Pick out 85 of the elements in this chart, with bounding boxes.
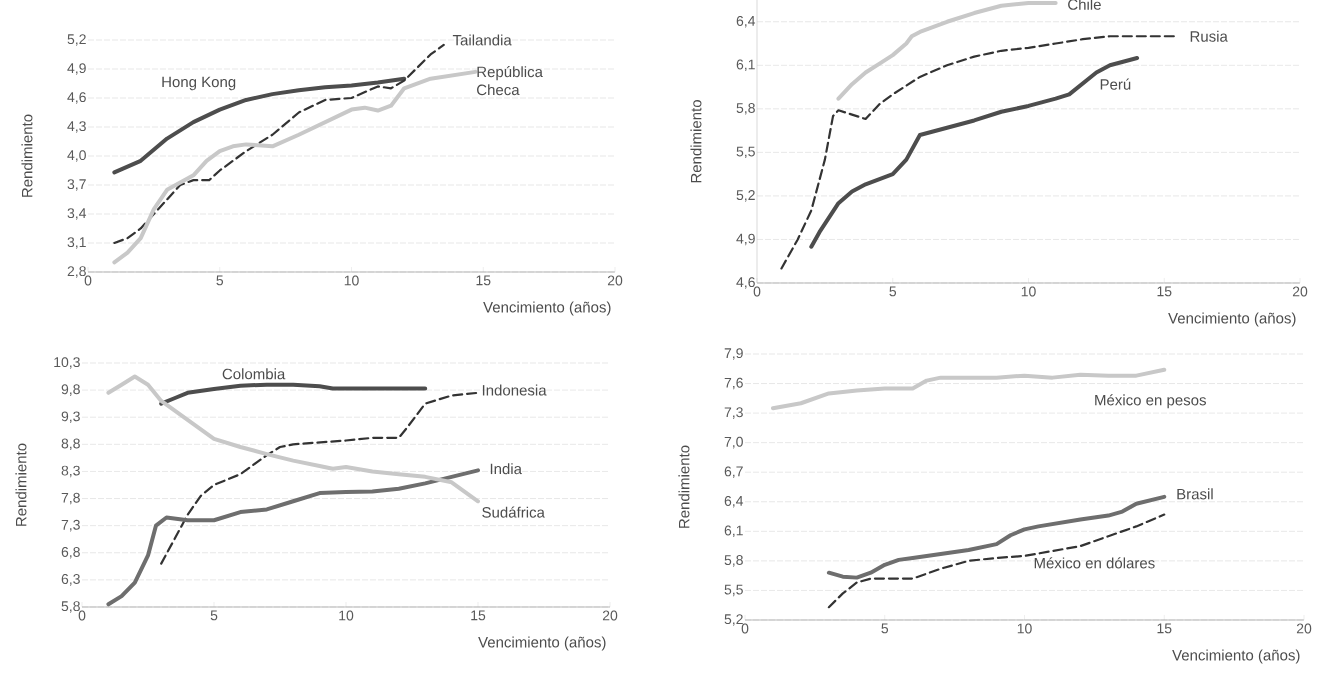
x-axis-title: Vencimiento (años) [478, 636, 606, 651]
series-label: Perú [1100, 78, 1131, 90]
y-tick-label: 7,3 [61, 519, 80, 532]
y-axis-title: Rendimiento [678, 445, 690, 528]
y-tick-label: 6,1 [724, 525, 743, 538]
x-axis-title: Vencimiento (años) [1172, 649, 1300, 664]
y-tick-label: 5,2 [67, 34, 86, 46]
x-tick-label: 0 [741, 623, 749, 634]
line-series [106, 468, 481, 607]
series-label: India [490, 463, 522, 475]
x-tick-label: 10 [344, 275, 359, 286]
y-tick-label: 8,3 [61, 465, 80, 478]
y-tick-label: 7,3 [724, 407, 743, 419]
y-tick-label: 7,9 [724, 348, 743, 360]
y-tick-label: 5,5 [724, 584, 743, 597]
line-series [770, 367, 1167, 411]
y-tick-label: 4,9 [67, 63, 86, 75]
series-label: México en dólares [1034, 557, 1155, 569]
x-tick-label: 5 [889, 286, 897, 297]
y-axis-title: Rendimiento [15, 443, 27, 526]
line-series [826, 494, 1167, 580]
line-series [160, 391, 480, 565]
x-tick-label: 15 [1157, 286, 1172, 297]
y-tick-label: 9,3 [61, 411, 80, 423]
series-label: Sudáfrica [482, 506, 545, 518]
y-tick-label: 9,8 [61, 384, 80, 396]
y-tick-label: 4,3 [67, 121, 86, 133]
line-series [836, 0, 1058, 101]
series-label: Tailandia [452, 34, 512, 46]
y-tick-label: 8,8 [61, 438, 80, 451]
y-tick-label: 6,8 [61, 546, 80, 559]
x-axis-title: Vencimiento (años) [1168, 312, 1296, 327]
x-tick-label: 0 [84, 275, 92, 286]
y-tick-label: 4,6 [67, 92, 86, 104]
x-tick-label: 20 [602, 610, 618, 621]
y-tick-label: 5,8 [724, 555, 743, 567]
y-tick-label: 6,1 [736, 59, 755, 72]
y-tick-label: 4,9 [736, 233, 755, 246]
x-tick-label: 0 [753, 286, 761, 297]
series-label: República Checa [477, 66, 543, 96]
y-tick-label: 5,8 [736, 103, 755, 115]
y-tick-label: 5,5 [736, 146, 755, 159]
x-tick-label: 15 [471, 610, 486, 621]
y-tick-label: 7,8 [61, 492, 80, 505]
y-tick-label: 10,3 [54, 357, 80, 369]
line-series [113, 43, 445, 245]
series-label: Colombia [222, 368, 286, 380]
y-tick-label: 6,4 [736, 15, 756, 28]
x-tick-label: 10 [339, 610, 354, 621]
y-tick-label: 6,3 [61, 574, 80, 586]
x-tick-label: 15 [1157, 623, 1172, 634]
y-tick-label: 4,6 [736, 277, 755, 289]
y-tick-label: 5,8 [61, 601, 80, 613]
y-tick-label: 3,4 [67, 208, 87, 220]
y-tick-label: 4,0 [67, 150, 86, 162]
x-tick-label: 0 [78, 610, 86, 621]
line-series [112, 76, 407, 175]
y-tick-label: 7,0 [724, 436, 743, 449]
x-tick-label: 5 [216, 275, 224, 286]
series-label: Rusia [1190, 30, 1228, 42]
y-axis-title: Rendimiento [21, 114, 33, 197]
line-series [809, 56, 1140, 249]
x-tick-label: 20 [1292, 286, 1308, 297]
line-series [827, 513, 1166, 609]
y-tick-label: 3,1 [67, 237, 86, 249]
x-tick-label: 10 [1017, 623, 1032, 634]
series-label: Brasil [1177, 488, 1213, 500]
y-tick-label: 5,2 [736, 190, 755, 202]
x-tick-label: 5 [881, 623, 889, 634]
y-tick-label: 7,6 [724, 377, 743, 390]
y-tick-label: 3,7 [67, 179, 86, 191]
y-axis-title: Rendimiento [690, 100, 702, 183]
y-tick-label: 5,2 [724, 614, 743, 626]
y-tick-label: 6,4 [724, 495, 744, 508]
y-tick-label: 2,8 [67, 266, 86, 278]
x-tick-label: 10 [1021, 286, 1036, 297]
x-tick-label: 20 [607, 275, 623, 286]
x-axis-title: Vencimiento (años) [483, 301, 611, 316]
x-tick-label: 5 [210, 610, 218, 621]
x-tick-label: 20 [1296, 623, 1312, 634]
x-tick-label: 15 [476, 275, 491, 286]
series-label: México en pesos [1095, 394, 1206, 409]
y-tick-label: 6,7 [724, 466, 743, 478]
series-label: Indonesia [482, 384, 547, 396]
series-label: Hong Kong [162, 76, 236, 91]
